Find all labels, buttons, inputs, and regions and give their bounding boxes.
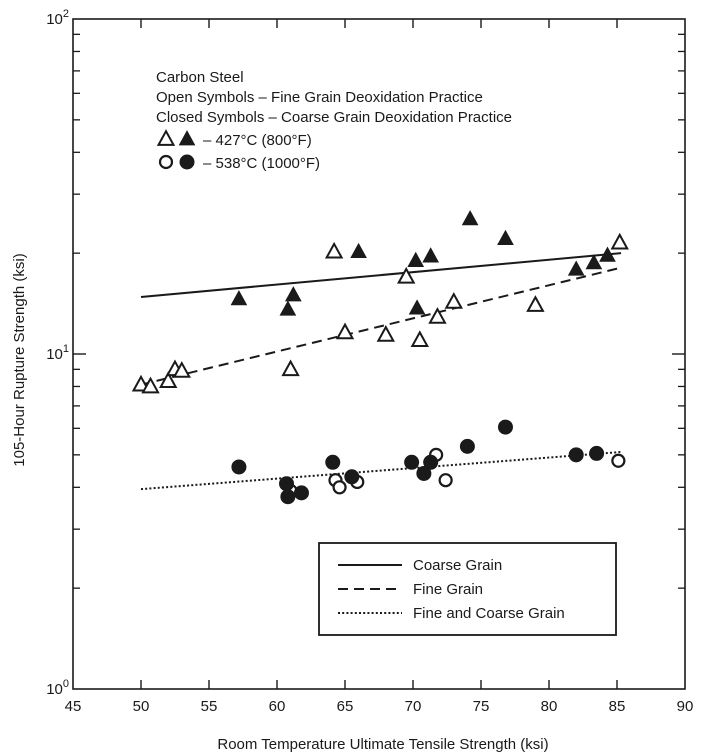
- key-open-circle: [158, 154, 174, 170]
- data-point-circle-solid: [325, 454, 341, 470]
- x-tick-label: 75: [473, 698, 490, 715]
- legend-label: Fine Grain: [413, 581, 483, 598]
- x-tick-label: 70: [405, 698, 422, 715]
- fit-line-solid: [140, 252, 622, 298]
- x-tick-label: 80: [541, 698, 558, 715]
- data-point-triangle-open: [444, 292, 463, 309]
- fit-line-dotted: [140, 450, 622, 491]
- data-point-circle-solid: [459, 438, 475, 454]
- x-tick-label: 90: [677, 698, 694, 715]
- data-point-triangle-open: [159, 371, 178, 388]
- data-point-circle-solid: [497, 419, 513, 435]
- data-point-circle-solid: [416, 465, 432, 481]
- data-point-triangle-solid: [599, 246, 616, 262]
- data-point-triangle-open: [324, 241, 344, 259]
- data-point-circle-open: [438, 473, 453, 488]
- data-point-circle-solid: [280, 489, 296, 505]
- data-point-triangle-solid: [422, 247, 440, 263]
- symbol-key-label: – 427°C (800°F): [203, 132, 312, 149]
- x-axis-title: Room Temperature Ultimate Tensile Streng…: [217, 736, 548, 753]
- annotation-line: Closed Symbols – Coarse Grain Deoxidatio…: [156, 109, 512, 126]
- x-tick-label: 60: [269, 698, 286, 715]
- data-point-triangle-open: [526, 295, 545, 312]
- x-tick-label: 65: [337, 698, 354, 715]
- data-point-circle-solid: [231, 459, 247, 475]
- x-tick-label: 85: [609, 698, 626, 715]
- key-open-triangle: [156, 129, 176, 146]
- data-point-triangle-open: [141, 376, 160, 394]
- legend-label: Fine and Coarse Grain: [413, 605, 565, 622]
- data-point-triangle-solid: [567, 260, 585, 276]
- data-point-triangle-solid: [497, 229, 514, 245]
- symbol-key-label: – 538°C (1000°F): [203, 155, 320, 172]
- y-tick-label: 100: [46, 678, 69, 698]
- data-point-triangle-open: [410, 330, 429, 347]
- data-point-triangle-solid: [408, 299, 426, 315]
- data-point-circle-open: [611, 453, 626, 468]
- data-point-circle-solid: [279, 476, 295, 492]
- data-point-circle-solid: [423, 454, 439, 470]
- x-tick-label: 55: [201, 698, 218, 715]
- data-point-triangle-open: [397, 266, 416, 284]
- data-point-triangle-open: [610, 232, 629, 250]
- data-point-triangle-open: [376, 325, 395, 342]
- y-axis-title: 105-Hour Rupture Strength (ksi): [11, 253, 28, 466]
- data-point-triangle-solid: [284, 286, 302, 302]
- data-point-circle-solid: [568, 447, 584, 463]
- y-tick-label: 102: [46, 8, 69, 28]
- data-point-circle-solid: [344, 469, 360, 485]
- data-point-triangle-open: [428, 307, 447, 324]
- data-point-triangle-solid: [230, 290, 248, 306]
- key-solid-circle: [179, 154, 195, 170]
- y-tick-label: 101: [46, 343, 69, 363]
- x-tick-label: 50: [133, 698, 150, 715]
- legend-box: [318, 542, 617, 636]
- data-point-triangle-solid: [585, 254, 603, 270]
- data-point-circle-solid: [589, 445, 605, 461]
- key-solid-triangle: [178, 130, 196, 146]
- data-point-triangle-solid: [461, 210, 479, 226]
- data-point-triangle-solid: [279, 300, 297, 316]
- fit-line-dashed: [140, 266, 622, 386]
- annotation-line: Open Symbols – Fine Grain Deoxidation Pr…: [156, 89, 483, 106]
- x-tick-label: 45: [65, 698, 82, 715]
- data-point-triangle-open: [172, 361, 191, 378]
- data-point-triangle-open: [335, 322, 355, 340]
- data-point-triangle-solid: [350, 242, 367, 259]
- data-point-circle-open: [332, 480, 347, 495]
- legend-label: Coarse Grain: [413, 557, 502, 574]
- data-point-circle-solid: [293, 485, 309, 501]
- data-point-triangle-solid: [407, 251, 425, 267]
- annotation-line: Carbon Steel: [156, 69, 244, 86]
- data-point-circle-solid: [404, 454, 420, 470]
- data-point-triangle-open: [281, 359, 300, 377]
